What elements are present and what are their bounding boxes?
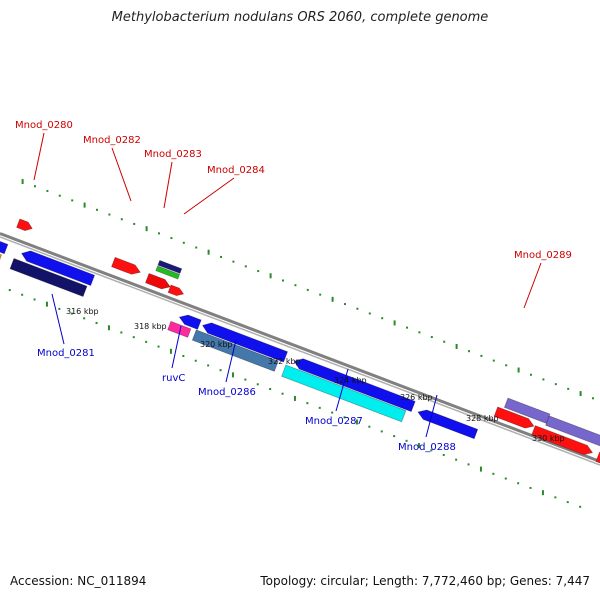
- gene-navy[interactable]: [157, 259, 183, 274]
- gene-label[interactable]: Mnod_0282: [83, 135, 141, 146]
- kbp-label: 330 kbp: [532, 434, 565, 443]
- gene-red[interactable]: [531, 425, 594, 456]
- gene-label[interactable]: Mnod_0281: [37, 348, 95, 359]
- kbp-label: 322 kbp: [268, 357, 301, 366]
- label-connector: [51, 293, 65, 345]
- gene-blue[interactable]: [293, 358, 416, 413]
- gene-blue[interactable]: [21, 250, 96, 286]
- gene-red[interactable]: [111, 256, 141, 275]
- label-connector: [225, 339, 237, 383]
- gene-pink[interactable]: [167, 320, 192, 338]
- kbp-label: 326 kbp: [400, 393, 433, 402]
- kbp-label: 328 kbp: [466, 414, 499, 423]
- gene-red[interactable]: [16, 218, 33, 231]
- kbp-label: 320 kbp: [200, 340, 233, 349]
- accession-text: Accession: NC_011894: [10, 574, 147, 588]
- kbp-label: 324 kbp: [334, 376, 367, 385]
- gene-blue[interactable]: [178, 314, 202, 330]
- gene-label[interactable]: Mnod_0289: [514, 250, 572, 261]
- gene-label[interactable]: Mnod_0280: [15, 120, 73, 131]
- gene-red[interactable]: [595, 451, 600, 465]
- gene-red[interactable]: [167, 284, 185, 297]
- gene-blue[interactable]: [202, 322, 288, 363]
- label-connector: [523, 262, 542, 309]
- label-connector: [183, 177, 235, 215]
- gene-green[interactable]: [155, 265, 181, 280]
- label-connector: [171, 325, 182, 369]
- kbp-label: 316 kbp: [66, 307, 99, 316]
- backbone-line: [0, 232, 600, 463]
- gene-red[interactable]: [493, 406, 535, 429]
- gene-blue[interactable]: [0, 241, 9, 255]
- label-connector: [163, 161, 173, 209]
- genome-summary: Topology: circular; Length: 7,772,460 bp…: [260, 574, 590, 588]
- gene-label[interactable]: Mnod_0283: [144, 149, 202, 160]
- backbone-line-shadow: [0, 236, 600, 466]
- gene-red[interactable]: [145, 272, 171, 290]
- gene-label[interactable]: Mnod_0286: [198, 387, 256, 398]
- label-connector: [33, 132, 45, 181]
- gene-label[interactable]: ruvC: [162, 373, 185, 384]
- gene-label[interactable]: Mnod_0288: [398, 442, 456, 453]
- label-connector: [111, 147, 132, 202]
- gene-label[interactable]: Mnod_0284: [207, 165, 265, 176]
- map-title: Methylobacterium nodulans ORS 2060, comp…: [111, 10, 489, 25]
- gene-label[interactable]: Mnod_0287: [305, 416, 363, 427]
- gene-cyan[interactable]: [281, 364, 407, 423]
- kbp-label: 318 kbp: [134, 322, 167, 331]
- label-connector: [425, 394, 438, 438]
- gene-steelblue[interactable]: [191, 329, 279, 372]
- gene-navy[interactable]: [9, 258, 88, 297]
- gene-orange[interactable]: [0, 252, 3, 263]
- gene-purple[interactable]: [545, 415, 600, 447]
- gene-blue[interactable]: [417, 409, 479, 440]
- label-connector: [335, 368, 349, 412]
